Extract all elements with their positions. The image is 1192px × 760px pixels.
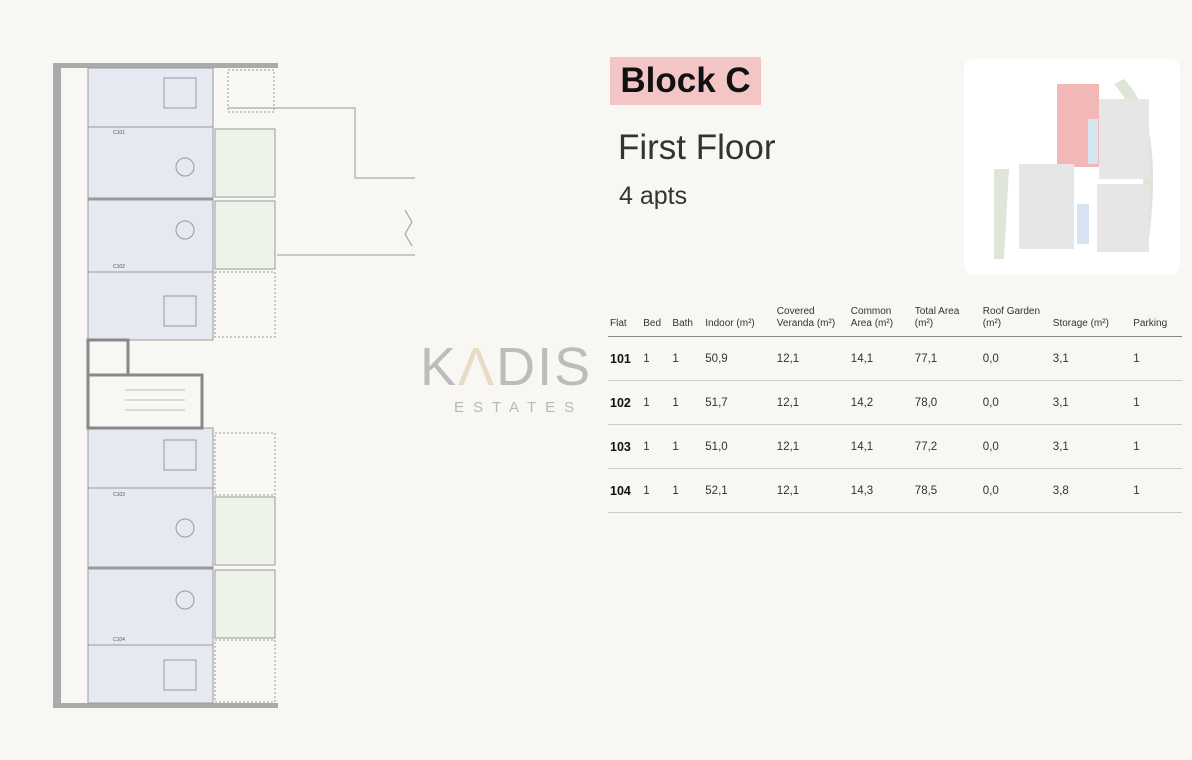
cell-covered: 12,1 xyxy=(774,468,849,513)
cell-bed: 1 xyxy=(641,424,671,469)
cell-indoor: 50,9 xyxy=(703,336,775,381)
cell-flat: 102 xyxy=(608,380,642,425)
cell-covered: 12,1 xyxy=(774,380,849,425)
cell-indoor: 51,7 xyxy=(703,380,775,425)
table-row[interactable]: 102 1 1 51,7 12,1 14,2 78,0 0,0 3,1 1 xyxy=(608,380,1182,425)
cell-bed: 1 xyxy=(641,380,671,425)
cell-parking: 1 xyxy=(1131,380,1182,425)
col-flat: Flat xyxy=(608,306,642,337)
cell-total: 78,0 xyxy=(912,380,981,425)
col-roof-garden: Roof Garden (m²) xyxy=(980,306,1051,337)
cell-common: 14,3 xyxy=(848,468,913,513)
cell-parking: 1 xyxy=(1131,336,1182,381)
cell-storage: 3,8 xyxy=(1050,468,1132,513)
cell-flat: 104 xyxy=(608,468,642,513)
cell-common: 14,2 xyxy=(848,380,913,425)
logo-subtitle: ESTATES xyxy=(454,399,584,416)
col-bath: Bath xyxy=(670,306,704,337)
cell-storage: 3,1 xyxy=(1050,380,1132,425)
cell-common: 14,1 xyxy=(848,424,913,469)
col-parking: Parking xyxy=(1131,306,1182,337)
table-header-row: Flat Bed Bath Indoor (m²) Covered Verand… xyxy=(608,306,1182,337)
unit-label-c102: C102 xyxy=(113,264,125,270)
cell-total: 78,5 xyxy=(912,468,981,513)
logo-wordmark: KΛDIS xyxy=(420,337,593,397)
block-title: Block C xyxy=(610,57,761,105)
floor-plan: C101 C102 C103 C104 xyxy=(53,63,415,708)
cell-flat: 103 xyxy=(608,424,642,469)
table-row[interactable]: 103 1 1 51,0 12,1 14,1 77,2 0,0 3,1 1 xyxy=(608,424,1182,469)
cell-roof: 0,0 xyxy=(980,336,1051,381)
cell-indoor: 52,1 xyxy=(703,468,775,513)
cell-total: 77,2 xyxy=(912,424,981,469)
cell-bed: 1 xyxy=(641,336,671,381)
apartment-count: 4 apts xyxy=(619,182,688,210)
cell-common: 14,1 xyxy=(848,336,913,381)
kadis-estates-watermark-logo: KΛDIS ESTATES xyxy=(420,337,600,419)
cell-parking: 1 xyxy=(1131,468,1182,513)
col-total-area: Total Area (m²) xyxy=(912,306,981,337)
table-row[interactable]: 101 1 1 50,9 12,1 14,1 77,1 0,0 3,1 1 xyxy=(608,336,1182,381)
cell-bath: 1 xyxy=(670,336,704,381)
site-plan-thumbnail xyxy=(964,59,1180,275)
cell-flat: 101 xyxy=(608,336,642,381)
cell-storage: 3,1 xyxy=(1050,424,1132,469)
apartment-table: Flat Bed Bath Indoor (m²) Covered Verand… xyxy=(608,306,1182,513)
col-indoor: Indoor (m²) xyxy=(703,306,775,337)
cell-covered: 12,1 xyxy=(774,424,849,469)
col-storage: Storage (m²) xyxy=(1050,306,1132,337)
cell-covered: 12,1 xyxy=(774,336,849,381)
col-covered-veranda: Covered Veranda (m²) xyxy=(774,306,849,337)
floor-title: First Floor xyxy=(618,128,776,167)
cell-total: 77,1 xyxy=(912,336,981,381)
cell-bath: 1 xyxy=(670,424,704,469)
cell-indoor: 51,0 xyxy=(703,424,775,469)
col-bed: Bed xyxy=(641,306,671,337)
cell-roof: 0,0 xyxy=(980,424,1051,469)
cell-storage: 3,1 xyxy=(1050,336,1132,381)
cell-bed: 1 xyxy=(641,468,671,513)
cell-roof: 0,0 xyxy=(980,468,1051,513)
unit-label-c101: C101 xyxy=(113,130,125,136)
unit-label-c103: C103 xyxy=(113,492,125,498)
cell-bath: 1 xyxy=(670,380,704,425)
cell-bath: 1 xyxy=(670,468,704,513)
col-common-area: Common Area (m²) xyxy=(848,306,913,337)
cell-parking: 1 xyxy=(1131,424,1182,469)
cell-roof: 0,0 xyxy=(980,380,1051,425)
table-row[interactable]: 104 1 1 52,1 12,1 14,3 78,5 0,0 3,8 1 xyxy=(608,468,1182,513)
unit-label-c104: C104 xyxy=(113,637,125,643)
